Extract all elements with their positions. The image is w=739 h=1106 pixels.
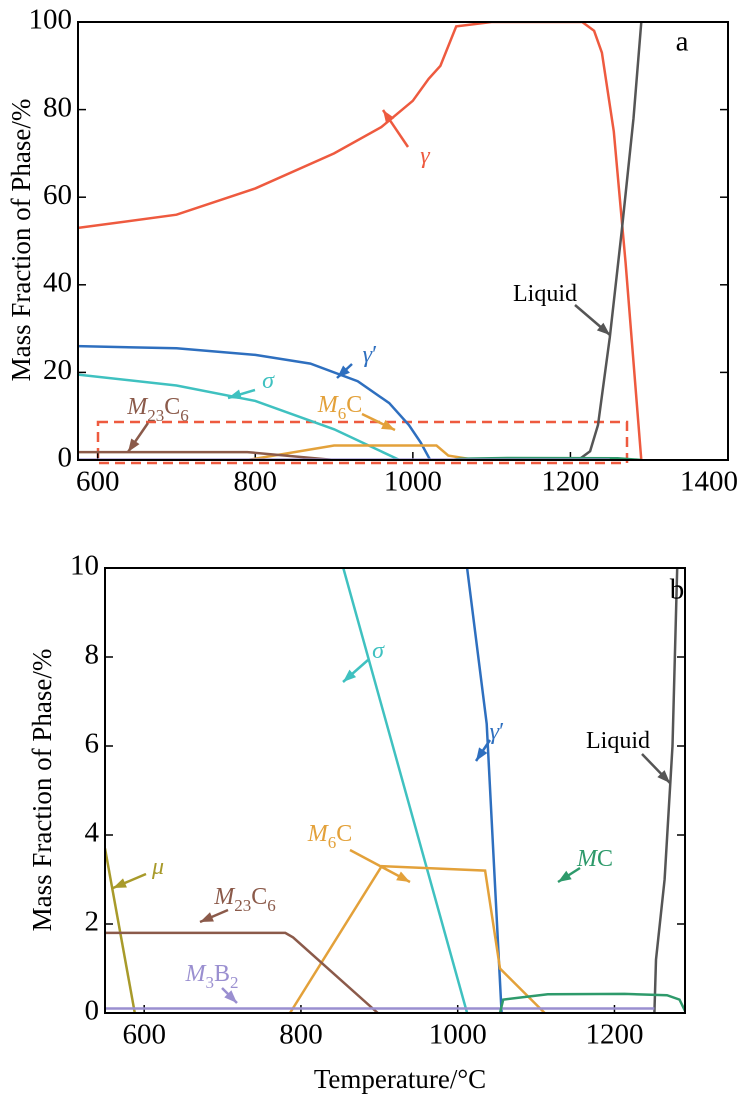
- zoom-region: [96, 420, 629, 465]
- series-line: [653, 568, 679, 1013]
- series-line: [342, 568, 469, 1013]
- x-tick-label: 800: [234, 466, 278, 498]
- series-line: [78, 450, 335, 460]
- y-tick-label: 40: [43, 266, 72, 298]
- series-label: Liquid: [513, 281, 577, 307]
- series-label: μ: [151, 854, 164, 880]
- series-line: [288, 864, 546, 1013]
- y-tick-label: 80: [43, 91, 72, 123]
- panel-letter: a: [676, 26, 689, 58]
- y-axis-label: Mass Fraction of Phase/%: [6, 99, 36, 382]
- x-tick-label: 1000: [429, 1019, 487, 1051]
- series-line: [78, 373, 401, 460]
- x-tick-label: 800: [279, 1019, 323, 1051]
- series-line: [78, 22, 643, 460]
- series-label: γ: [420, 143, 430, 169]
- series-label: MC: [576, 846, 613, 872]
- x-axis-label: Temperature/°C: [314, 1064, 486, 1094]
- series-line: [105, 848, 137, 1013]
- y-tick-label: 100: [29, 4, 73, 36]
- arrow-head: [396, 871, 410, 882]
- arrow-head: [200, 912, 214, 922]
- y-tick-label: 0: [58, 442, 73, 474]
- x-tick-label: 1000: [384, 466, 442, 498]
- x-tick-label: 1400: [680, 466, 738, 498]
- series-label: M3B2: [184, 961, 238, 993]
- plot-lines: [78, 22, 643, 460]
- y-tick-label: 10: [70, 550, 99, 582]
- series-label: γ′: [363, 342, 378, 368]
- series-line: [465, 568, 503, 1013]
- x-tick-label: 1200: [541, 466, 599, 498]
- x-tick-label: 600: [122, 1019, 166, 1051]
- arrow-head: [381, 419, 395, 430]
- series-line: [78, 344, 432, 460]
- y-tick-label: 0: [85, 995, 100, 1027]
- y-tick-label: 6: [85, 728, 100, 760]
- series-label: Liquid: [586, 728, 650, 754]
- x-tick-label: 1200: [585, 1019, 643, 1051]
- plot-frame: [77, 21, 729, 461]
- series-line: [247, 444, 477, 460]
- x-tick-label: 600: [76, 466, 120, 498]
- series-label: σ: [372, 638, 385, 664]
- arrow-head: [113, 878, 127, 888]
- series-label: M23C6: [213, 884, 276, 916]
- y-tick-label: 2: [85, 906, 100, 938]
- series-label: M6C: [317, 392, 363, 424]
- series-line: [105, 931, 379, 1013]
- arrow-head: [128, 438, 140, 452]
- arrow-head: [224, 990, 237, 1003]
- panel-letter: b: [670, 574, 685, 606]
- arrow-head: [476, 747, 488, 761]
- arrow-head: [596, 322, 610, 335]
- series-label: γ′: [490, 719, 505, 745]
- y-tick-label: 20: [43, 354, 72, 386]
- arrow-head: [337, 365, 350, 378]
- arrow-head: [558, 870, 572, 882]
- arrow-head: [657, 770, 670, 783]
- series-label: M6C: [307, 821, 353, 853]
- series-label: σ: [262, 368, 275, 394]
- series-label: M23C6: [126, 394, 189, 426]
- y-tick-label: 60: [43, 179, 72, 211]
- y-axis-label: Mass Fraction of Phase/%: [27, 649, 57, 932]
- plot-lines: [105, 568, 685, 1013]
- y-tick-label: 4: [85, 817, 100, 849]
- arrow-head: [383, 110, 395, 124]
- y-tick-label: 8: [85, 639, 100, 671]
- arrow-head: [343, 669, 357, 682]
- arrow-head: [228, 389, 242, 400]
- series-line: [498, 992, 685, 1013]
- plot-frame: [104, 567, 686, 1014]
